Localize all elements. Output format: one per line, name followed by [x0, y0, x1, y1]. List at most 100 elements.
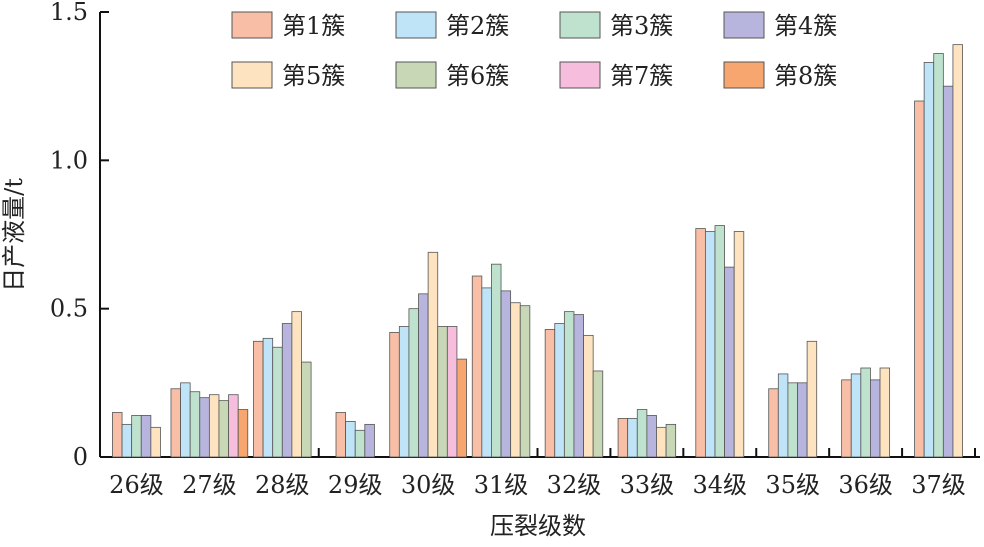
bar [262, 337, 274, 458]
bar [253, 340, 264, 458]
y-tick-label: 1.0 [50, 146, 88, 174]
legend-label: 第4簇 [774, 12, 837, 40]
bar [806, 340, 818, 458]
legend-label: 第6簇 [446, 62, 509, 90]
bar [724, 266, 735, 458]
x-tick-label: 37级 [911, 471, 966, 499]
bar [121, 423, 133, 458]
legend-swatch [723, 61, 765, 89]
bar [952, 44, 963, 458]
bar [636, 409, 648, 458]
bars [112, 44, 963, 458]
bar [199, 397, 210, 458]
bar [335, 412, 347, 458]
bar [345, 420, 356, 458]
x-tick-label: 27级 [182, 471, 237, 499]
x-tick-label: 30级 [401, 471, 456, 499]
x-tick-label: 28级 [255, 471, 310, 499]
bar [627, 418, 638, 458]
bar [519, 305, 531, 458]
bar [237, 409, 249, 458]
legend-label: 第2簇 [446, 12, 509, 40]
bar [544, 329, 556, 458]
bar [408, 308, 419, 458]
bar [797, 382, 808, 458]
bar [481, 287, 492, 458]
bar [695, 228, 706, 458]
legend-swatch [231, 61, 273, 89]
bar [398, 326, 410, 458]
bar [923, 62, 935, 458]
x-tick-label: 33级 [620, 471, 675, 499]
bar [218, 400, 229, 458]
bar [777, 373, 789, 458]
axes: 0 0.5 1.0 1.5 26级 27级 28级 29级 30级 31级 32级 33级 34级 35级… [50, 0, 980, 499]
bar [500, 290, 512, 458]
legend-swatch [723, 11, 765, 39]
bar [914, 100, 925, 458]
x-tick-label: 26级 [109, 471, 164, 499]
legend-label: 第1簇 [282, 12, 345, 40]
x-tick-label: 35级 [765, 471, 820, 499]
legend-label: 第5簇 [282, 62, 345, 90]
bar [870, 379, 881, 458]
x-tick-label: 34级 [693, 471, 748, 499]
bar [364, 423, 375, 458]
bar [418, 293, 429, 458]
bar [563, 311, 575, 458]
bar [583, 334, 594, 458]
bar [112, 412, 123, 458]
bar [510, 302, 521, 458]
bar [446, 326, 458, 458]
y-axis-label: 日产液量/t [0, 178, 28, 292]
bar [170, 388, 181, 458]
bar [150, 426, 161, 458]
bar [714, 225, 725, 458]
bar [180, 382, 191, 458]
bar [879, 367, 891, 458]
bar [768, 388, 779, 458]
bar [389, 331, 400, 458]
bar [617, 418, 629, 458]
bar [140, 415, 152, 458]
legend-swatch [559, 11, 601, 39]
legend-label: 第3簇 [610, 12, 673, 40]
bar [272, 346, 283, 458]
bar [354, 429, 366, 458]
bar [281, 323, 293, 458]
bar [704, 231, 716, 458]
bar [291, 311, 302, 458]
x-axis-label: 压裂级数 [490, 512, 586, 540]
bar [665, 423, 677, 458]
bar [841, 379, 852, 458]
x-tick-label: 29级 [328, 471, 383, 499]
bar [437, 326, 448, 458]
bar [933, 53, 944, 458]
legend-swatch [231, 11, 273, 39]
bar [733, 231, 745, 458]
legend-swatch [395, 11, 437, 39]
bar [208, 394, 220, 458]
bar [228, 394, 239, 458]
x-tick-label: 32级 [547, 471, 602, 499]
bar [646, 415, 657, 458]
bar [942, 85, 954, 458]
y-tick-label: 1.5 [50, 0, 88, 26]
bar [573, 314, 584, 458]
legend-swatch [395, 61, 437, 89]
bar [860, 367, 871, 458]
legend-label: 第8簇 [774, 62, 837, 90]
bar [301, 361, 312, 458]
bar [131, 415, 142, 458]
y-tick-label: 0.5 [50, 295, 88, 323]
bar [471, 275, 483, 458]
legend-label: 第7簇 [610, 62, 673, 90]
y-tick-label: 0 [73, 443, 88, 471]
bar [656, 426, 667, 458]
bar [456, 358, 467, 458]
bar [592, 370, 604, 458]
bar [189, 391, 201, 458]
